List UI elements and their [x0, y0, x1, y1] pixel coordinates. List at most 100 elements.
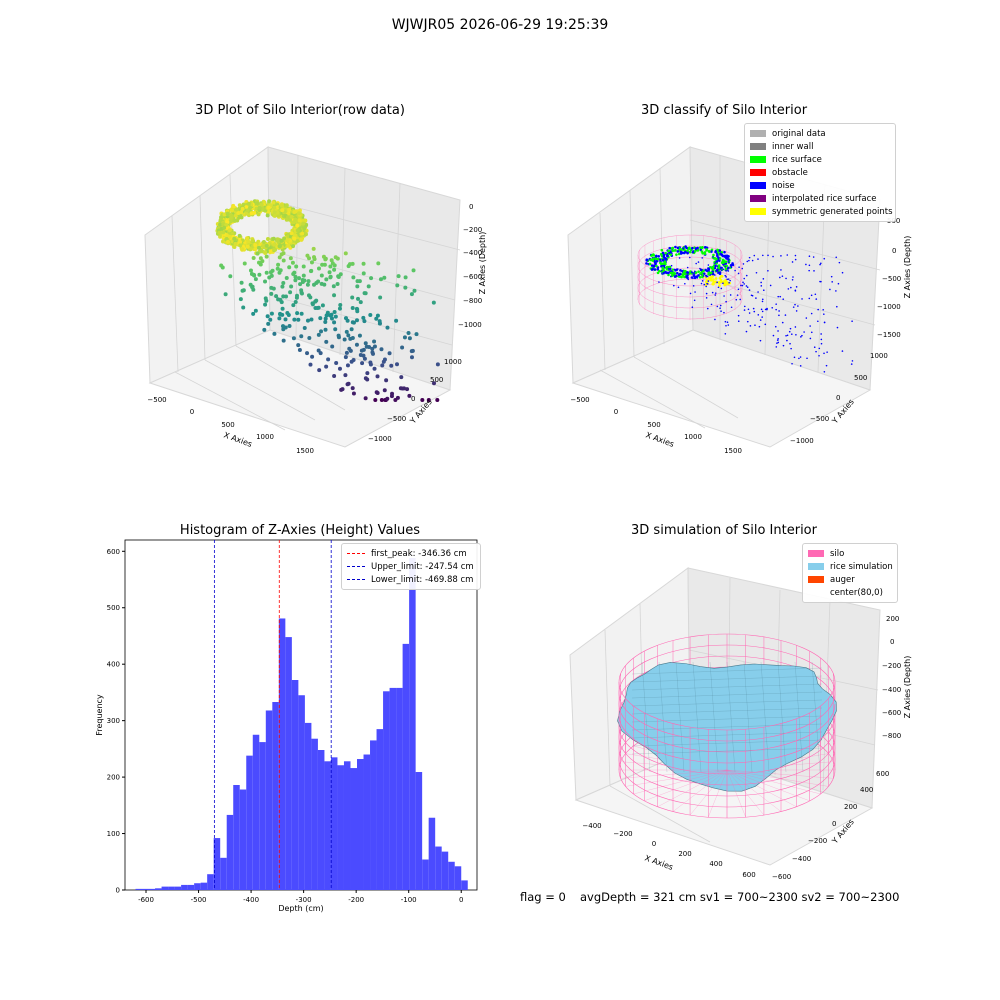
- plot1-point: [271, 236, 276, 241]
- legend-label: interpolated rice surface: [772, 193, 877, 204]
- plot4-ztick: 200: [886, 615, 899, 623]
- plot1-point: [346, 264, 351, 269]
- histogram-bar: [402, 643, 410, 890]
- plot2-point: [709, 271, 713, 275]
- plot1-xlabel: X Axies: [222, 430, 253, 449]
- plot1-point: [328, 313, 333, 318]
- plot1-point: [240, 206, 245, 211]
- plot1-point: [268, 270, 273, 275]
- plot1-point: [287, 207, 292, 212]
- plot2-point: [746, 320, 749, 323]
- plot1-point: [221, 230, 226, 235]
- plot4-ztick: −800: [882, 732, 901, 740]
- plot2-point: [705, 248, 708, 251]
- plot2-point: [761, 254, 764, 257]
- plot2-point: [805, 263, 807, 266]
- plot2-point: [708, 267, 711, 270]
- plot1-title: 3D Plot of Silo Interior(row data): [195, 103, 405, 118]
- plot2-point: [725, 324, 727, 327]
- plot2-point: [703, 283, 706, 286]
- plot2-point: [650, 268, 654, 271]
- plot1-point: [315, 305, 320, 310]
- plot4-rice-mesh-line: [631, 707, 823, 715]
- histogram-bars: [135, 558, 468, 890]
- histogram-bar: [370, 740, 377, 890]
- plot1-point: [309, 317, 314, 322]
- plot1-point: [283, 317, 288, 322]
- plot2-point: [719, 304, 722, 307]
- plot4-silo-floor-spoke: [657, 769, 728, 807]
- plot2-point: [775, 303, 777, 305]
- plot4-rice-mesh-line: [631, 683, 823, 691]
- plot1-point: [375, 374, 380, 379]
- plot1-point: [339, 387, 344, 392]
- histogram-bar: [441, 851, 449, 890]
- plot2-point: [714, 274, 716, 276]
- plot1-point: [382, 275, 387, 280]
- plot4-silo-floor-spoke: [726, 769, 746, 818]
- plot2-point: [806, 357, 808, 360]
- plot1-point: [336, 275, 341, 280]
- plot2-point: [716, 305, 719, 308]
- plot2-point: [696, 246, 699, 250]
- histogram-bar: [213, 838, 221, 890]
- plot2-point: [817, 320, 819, 323]
- histogram-xtick-label: -300: [296, 896, 312, 904]
- legend-item: original data: [750, 127, 890, 140]
- plot1-point: [348, 336, 353, 341]
- legend-item: Lower_limit: -469.88 cm: [347, 573, 475, 586]
- plot1-point: [238, 243, 243, 248]
- plot1-point: [284, 217, 289, 222]
- plot2-point: [717, 256, 720, 260]
- plot2-point: [661, 251, 665, 255]
- plot4-rice-mesh-line: [631, 723, 823, 731]
- plot1-point: [332, 320, 337, 325]
- plot2-silo-wireframe: [637, 234, 743, 320]
- plot2-point: [723, 282, 726, 286]
- legend-label: silo: [830, 548, 845, 559]
- plot1-point: [333, 314, 338, 319]
- plot2-point: [810, 312, 813, 315]
- plot1-point: [264, 270, 269, 275]
- histogram-xtick-label: -500: [191, 896, 207, 904]
- plot4-silo-floor-spoke: [726, 769, 810, 802]
- plot2-point: [823, 371, 826, 373]
- plot4-rice-mesh-line: [641, 661, 651, 773]
- plot4-ytick: 200: [844, 803, 857, 811]
- plot2-point: [687, 278, 690, 281]
- plot2-point: [784, 314, 787, 316]
- plot4-ytick: −400: [792, 855, 811, 863]
- plot4-ztick: −600: [882, 709, 901, 717]
- plot2-ytick: 0: [836, 394, 840, 402]
- plot2-point: [820, 262, 822, 265]
- plot2-point: [719, 252, 722, 256]
- plot1-point: [299, 237, 304, 242]
- plot1-point: [245, 236, 250, 241]
- histogram-xtick-label: -200: [348, 896, 364, 904]
- plot4-rice-mesh-line: [726, 661, 736, 773]
- plot2-point: [772, 255, 774, 258]
- plot1-point: [238, 297, 243, 302]
- plot2-point: [714, 280, 717, 284]
- plot1-point: [361, 261, 366, 266]
- plot2-point: [694, 271, 698, 274]
- plot4-silo-floor-spoke: [633, 769, 728, 795]
- plot2-point: [818, 347, 821, 350]
- plot2-point: [727, 266, 730, 269]
- histogram-reference-lines: [213, 540, 332, 890]
- plot1-point: [345, 382, 350, 387]
- plot4-x-ticks: −400 −200 0 200 400 600: [582, 822, 755, 879]
- plot2-point: [735, 298, 738, 301]
- histogram-bar: [396, 687, 403, 890]
- plot1-point: [291, 336, 296, 341]
- plot2-point: [815, 350, 817, 353]
- plot1-point: [342, 337, 347, 342]
- plot2-point: [728, 282, 730, 284]
- plot1-point: [394, 318, 399, 323]
- plot1-xtick: 500: [221, 421, 234, 429]
- plot1-point: [302, 278, 307, 283]
- plot2-point: [715, 259, 719, 263]
- plot2-point: [727, 324, 730, 326]
- plot2-point: [714, 250, 717, 254]
- plot2-point: [686, 251, 689, 255]
